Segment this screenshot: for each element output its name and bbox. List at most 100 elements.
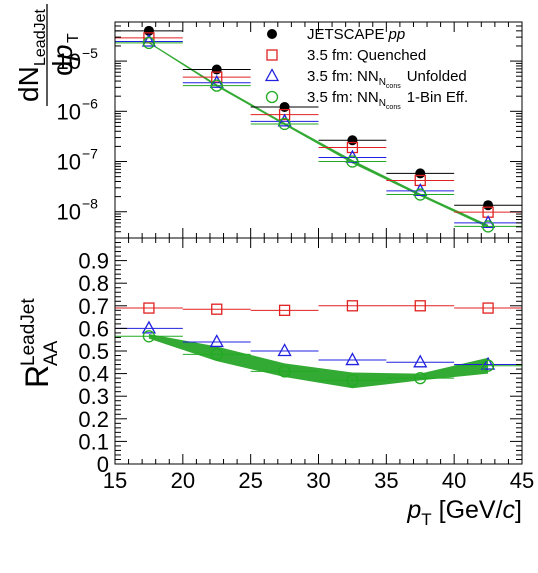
raa-band	[148, 334, 489, 389]
raa-data-point	[278, 365, 291, 378]
legend-entry-name: 3.5 fm: NN	[307, 89, 379, 106]
raa-data-point	[414, 300, 426, 312]
y-tick-label: 0	[97, 452, 109, 477]
x-tick-label: 15	[103, 468, 127, 493]
legend-entry-subsub: cons	[386, 83, 401, 90]
ylabel-p: p	[47, 44, 78, 61]
spectrum-data-point	[142, 36, 156, 50]
y-tick-label: 10	[57, 150, 81, 175]
y-tick-label: 0.6	[78, 316, 109, 341]
spectrum-data-point	[483, 200, 494, 211]
spectrum-data-point	[211, 64, 222, 75]
spectrum-data-point	[141, 33, 157, 47]
raa-data-point	[481, 359, 495, 372]
y-tick-label: 0.7	[78, 294, 109, 319]
raa-data-point	[345, 352, 360, 366]
y-tick-exponent: −7	[82, 146, 98, 162]
y-tick-exponent: −5	[82, 45, 98, 61]
x-axis-label-part: T	[421, 510, 431, 529]
ylabel-dn-sub: LeadJet	[32, 9, 49, 66]
ylabel-r-sup: LeadJet	[18, 298, 39, 366]
raa-data-point	[141, 320, 157, 334]
y-tick-label: 0.1	[78, 429, 109, 454]
spectrum-data-point	[415, 168, 426, 179]
raa-series-0	[115, 300, 522, 316]
x-tick-label: 20	[171, 468, 195, 493]
y-tick-exponent: −6	[82, 95, 98, 111]
raa-data-point	[414, 371, 427, 385]
legend-entry-suffix: Unfolded	[407, 68, 467, 85]
legend-marker	[264, 68, 280, 82]
legend-marker	[265, 90, 279, 104]
raa-data-point	[210, 348, 223, 361]
x-axis-label: pT [GeV/c]	[406, 496, 522, 529]
spectrum-data-point	[481, 220, 495, 233]
legend-entry-sub: N	[379, 77, 386, 88]
spectrum-series-3	[115, 36, 522, 233]
raa-data-point	[346, 300, 359, 312]
raa-data-point	[482, 302, 494, 314]
y-tick-label: 0.2	[78, 407, 109, 432]
x-tick-label: 25	[238, 468, 262, 493]
legend-entry-name: 3.5 fm: NN	[307, 68, 379, 85]
y-tick-label: 0.8	[78, 271, 109, 296]
legend-entry: JETSCAPE pp	[307, 26, 405, 43]
spectrum-data-point	[347, 135, 358, 146]
spectrum-data-point	[210, 79, 223, 92]
x-tick-label: 30	[306, 468, 330, 493]
spectrum-data-point	[414, 188, 427, 201]
raa-data-point	[346, 374, 359, 387]
raa-data-point	[142, 330, 156, 343]
raa-data-point	[278, 304, 291, 316]
raa-series-1	[115, 320, 522, 370]
x-tick-label: 45	[510, 468, 534, 493]
y-tick-label: 10	[57, 49, 81, 74]
y-tick-label: 0.5	[78, 339, 109, 364]
x-axis-label-part: ]	[515, 496, 522, 524]
x-axis-label-part: c	[503, 496, 516, 524]
legend-entry-name: 3.5 fm: Quenched	[307, 47, 426, 64]
spectrum-data-point	[346, 141, 359, 154]
raa-data-point	[211, 303, 223, 315]
ylabel-r-sub: AA	[41, 340, 62, 366]
spectrum-data-point	[277, 113, 292, 127]
raa-data-point	[209, 334, 224, 348]
legend-entry: 3.5 fm: NNNcons 1-Bin Eff.	[307, 89, 468, 111]
spectrum-data-point	[278, 108, 291, 121]
ylabel-dn: dN	[13, 66, 44, 102]
legend-entry-suffix: 1-Bin Eff.	[407, 89, 468, 106]
spectrum-data-point	[346, 155, 359, 168]
y-tick-label: 0.3	[78, 384, 109, 409]
y-tick-label: 10	[57, 200, 81, 225]
legend-entry: 3.5 fm: Quenched	[307, 47, 426, 64]
legend-entry-subsub: cons	[386, 104, 401, 111]
ylabel-p-sub: T	[65, 33, 82, 43]
spectrum-data-point	[278, 117, 291, 131]
y-tick-label: 0.9	[78, 249, 109, 274]
raa-data-point	[413, 354, 428, 368]
x-tick-label: 35	[374, 468, 398, 493]
ylabel-d: d	[47, 60, 78, 76]
ylabel-r: R	[19, 365, 55, 388]
legend-entry-sub: N	[379, 98, 386, 109]
raa-data-point	[277, 343, 292, 357]
y-tick-exponent: −8	[82, 196, 98, 212]
raa-series-2	[115, 330, 522, 387]
legend-entry-italic: pp	[388, 26, 406, 43]
y-tick-label: 10	[57, 99, 81, 124]
x-axis-label-part: [GeV/	[432, 496, 503, 524]
y-tick-label: 0.4	[78, 362, 109, 387]
legend-marker	[266, 49, 278, 61]
spectrum-data-point	[279, 101, 290, 112]
x-axis-label-part: p	[406, 496, 421, 524]
legend-entry: 3.5 fm: NNNcons Unfolded	[307, 68, 467, 90]
legend-marker	[267, 29, 277, 39]
spectrum-data-point	[211, 71, 223, 83]
x-tick-label: 40	[442, 468, 466, 493]
raa-data-point	[143, 302, 155, 314]
raa-data-point	[480, 356, 496, 370]
